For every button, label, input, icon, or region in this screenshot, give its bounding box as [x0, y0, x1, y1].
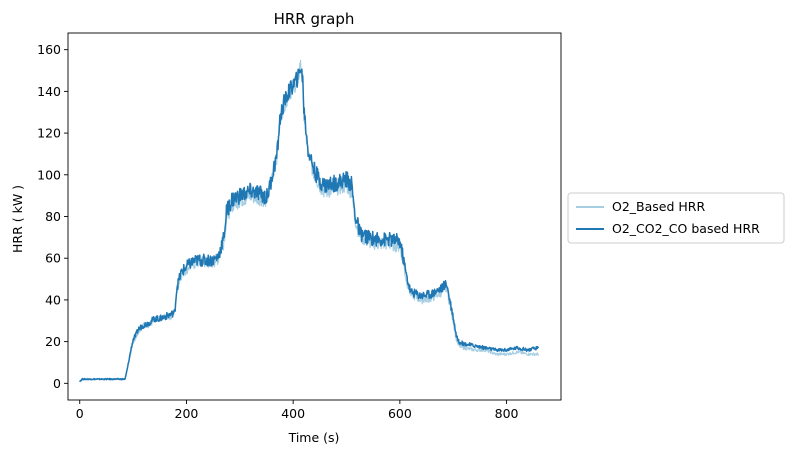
x-tick-label: 400 — [281, 406, 305, 421]
y-tick-label: 100 — [37, 167, 61, 182]
y-tick-label: 120 — [37, 126, 61, 141]
chart-title: HRR graph — [274, 10, 355, 28]
plot-area — [79, 59, 540, 383]
legend-label-o2-based: O2_Based HRR — [612, 199, 705, 214]
y-axis-label: HRR ( kW ) — [10, 185, 25, 253]
y-tick-label: 160 — [37, 42, 61, 57]
x-tick-label: 200 — [175, 406, 199, 421]
x-axis-label: Time (s) — [288, 430, 340, 445]
y-tick-label: 40 — [45, 292, 61, 307]
legend-box — [567, 192, 785, 244]
legend: O2_Based HRR O2_CO2_CO based HRR — [567, 192, 785, 244]
y-tick-label: 20 — [45, 334, 61, 349]
axes-frame — [67, 32, 562, 401]
axes: 0 200 400 600 800 0 20 40 60 80 100 120 140 160 — [37, 32, 562, 421]
x-tick-label: 0 — [76, 406, 84, 421]
y-tick-label: 0 — [53, 376, 61, 391]
x-tick-label: 600 — [388, 406, 412, 421]
x-tick-label: 800 — [495, 406, 519, 421]
y-tick-label: 60 — [45, 251, 61, 266]
y-tick-label: 140 — [37, 84, 61, 99]
legend-label-o2-co2-co: O2_CO2_CO based HRR — [612, 221, 760, 236]
y-tick-label: 80 — [45, 209, 61, 224]
series-line-o2-based — [79, 59, 540, 382]
series-line-o2-co2-co — [79, 68, 540, 383]
